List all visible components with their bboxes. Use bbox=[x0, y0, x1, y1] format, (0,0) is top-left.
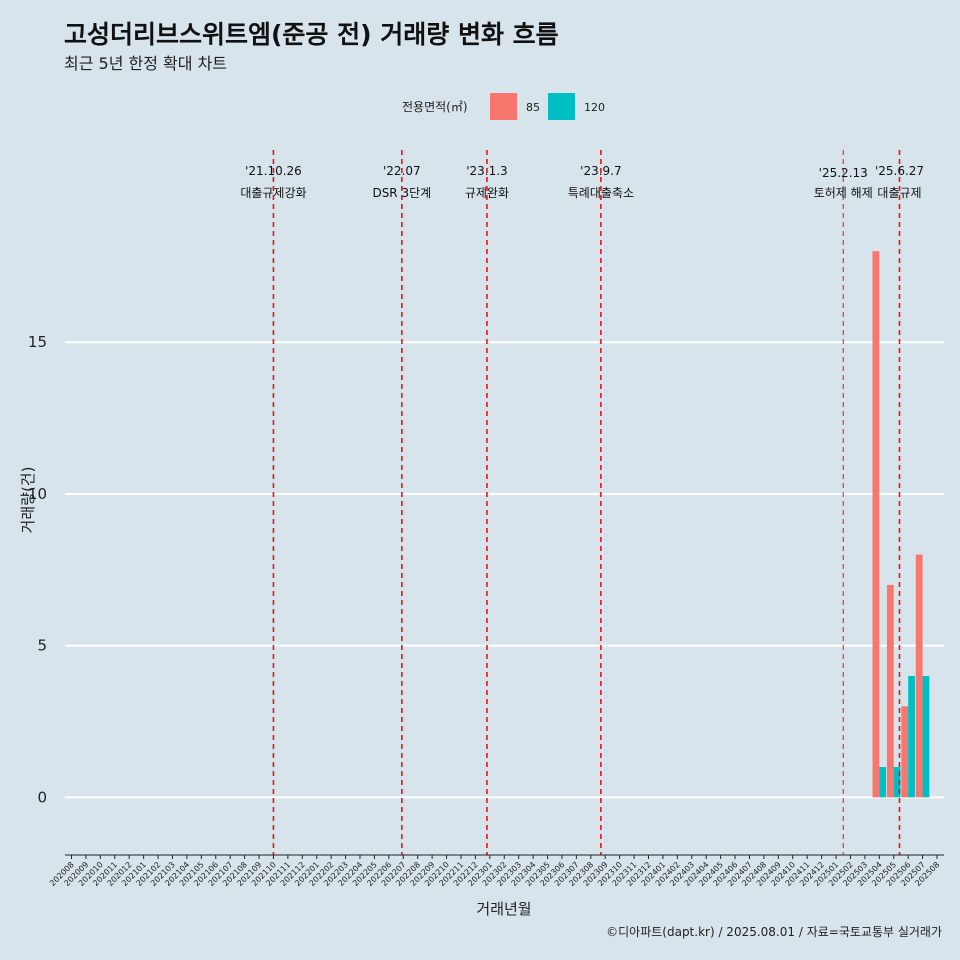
x-axis-title: 거래년월 bbox=[476, 900, 531, 918]
bar-120-202507 bbox=[922, 675, 930, 798]
y-tick-label: 15 bbox=[28, 333, 47, 351]
policy-date-1: '22.07 bbox=[383, 164, 421, 178]
grid-lines bbox=[65, 341, 944, 799]
y-tick-label: 0 bbox=[37, 788, 47, 806]
policy-label-3: 특례대출축소 bbox=[568, 186, 634, 200]
y-tick-label: 10 bbox=[28, 485, 47, 503]
bar-120-202504 bbox=[879, 767, 887, 798]
y-axis-title: 거래량(건) bbox=[19, 467, 37, 534]
policy-label-4: 토허제 해제 bbox=[814, 186, 873, 200]
policy-lines: '21.10.26 대출규제강화 '22.07 DSR 3단계 '23.1.3 규제완화 '… bbox=[240, 150, 924, 855]
policy-label-2: 규제완화 bbox=[465, 186, 509, 200]
legend-label-120: 120 bbox=[584, 101, 605, 114]
policy-label-5: 대출규제 bbox=[877, 186, 921, 200]
policy-date-5: '25.6.27 bbox=[875, 164, 924, 178]
legend-label-85: 85 bbox=[526, 101, 540, 114]
bar-85-202507 bbox=[915, 554, 923, 798]
bar-85-202504 bbox=[872, 251, 880, 798]
legend-key-120 bbox=[548, 93, 575, 120]
bar-120-202506 bbox=[908, 675, 915, 798]
policy-label-1: DSR 3단계 bbox=[372, 186, 431, 200]
bar-85-202505 bbox=[886, 584, 894, 798]
bar-120-202505 bbox=[893, 767, 901, 798]
caption: ©디아파트(dapt.kr) / 2025.08.01 / 자료=국토교통부 실… bbox=[606, 925, 942, 939]
legend: 전용면적(㎡) 85 120 bbox=[402, 93, 605, 120]
policy-date-2: '23.1.3 bbox=[466, 164, 507, 178]
legend-key-85 bbox=[490, 93, 517, 120]
chart-subtitle: 최근 5년 한정 확대 차트 bbox=[64, 54, 227, 73]
policy-label-0: 대출규제강화 bbox=[240, 186, 306, 200]
bar-85-202506 bbox=[901, 706, 909, 798]
policy-date-0: '21.10.26 bbox=[245, 164, 302, 178]
bars bbox=[872, 251, 930, 798]
policy-date-3: '23.9.7 bbox=[580, 164, 621, 178]
chart-title: 고성더리브스위트엠(준공 전) 거래량 변화 흐름 bbox=[64, 20, 559, 49]
policy-date-4: '25.2.13 bbox=[819, 166, 868, 180]
x-axis: 2020082020092020102020112020122021012021… bbox=[48, 854, 944, 888]
y-tick-label: 5 bbox=[37, 637, 47, 655]
y-axis: 0 5 10 15 bbox=[28, 333, 47, 806]
legend-title: 전용면적(㎡) bbox=[402, 100, 468, 114]
